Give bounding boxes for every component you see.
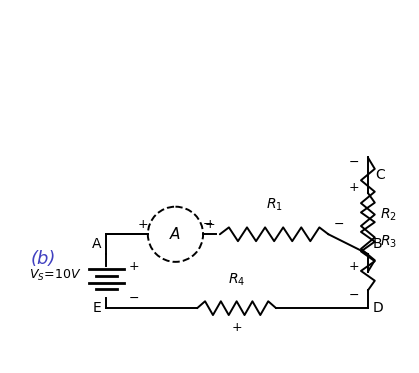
Text: +: + bbox=[349, 182, 360, 194]
Text: −: − bbox=[349, 289, 360, 302]
Text: E: E bbox=[93, 301, 101, 315]
Text: +: + bbox=[129, 260, 140, 273]
Text: A: A bbox=[170, 227, 181, 242]
Text: +: + bbox=[231, 322, 242, 334]
Text: $R_1$: $R_1$ bbox=[266, 196, 282, 213]
Text: +: + bbox=[137, 218, 148, 231]
Text: $R_3$: $R_3$ bbox=[380, 233, 397, 250]
Text: C: C bbox=[375, 168, 385, 182]
Text: −: − bbox=[203, 218, 213, 231]
Text: $V_S\!=\!10V$: $V_S\!=\!10V$ bbox=[29, 268, 82, 283]
Text: $R_2$: $R_2$ bbox=[380, 206, 396, 223]
Text: A: A bbox=[92, 237, 101, 251]
Text: +: + bbox=[204, 218, 215, 231]
Text: (b): (b) bbox=[31, 250, 56, 268]
Text: +: + bbox=[349, 260, 360, 273]
Text: −: − bbox=[334, 218, 344, 231]
Text: $R_4$: $R_4$ bbox=[228, 272, 245, 288]
Text: B: B bbox=[373, 237, 383, 251]
Text: D: D bbox=[373, 301, 383, 315]
Text: −: − bbox=[349, 156, 360, 169]
Text: −: − bbox=[129, 292, 140, 305]
